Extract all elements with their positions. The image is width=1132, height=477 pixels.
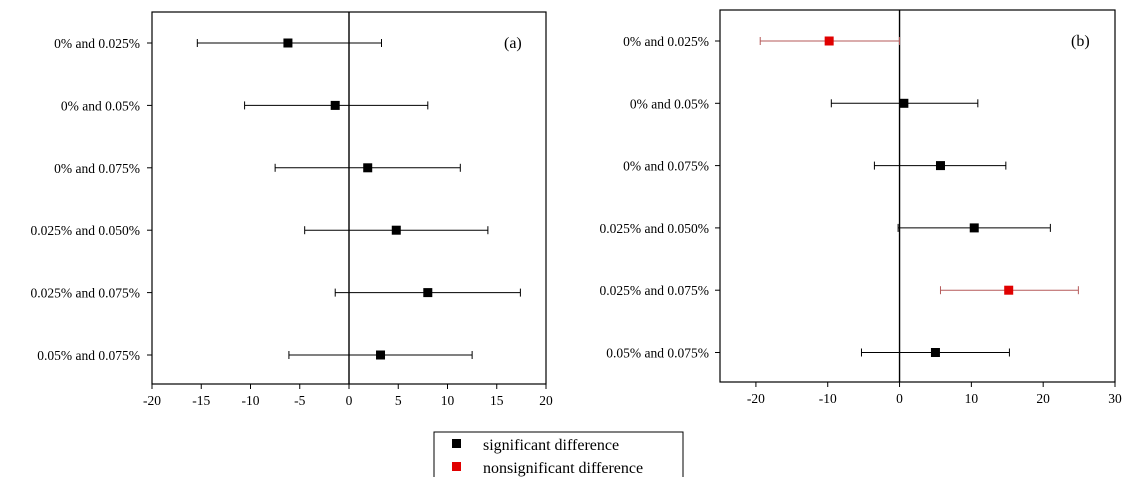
panel-a: -20 -15 -10 -5 0 5 10 15 20 (a) 0% and 0.025% 0% an… [31, 11, 553, 408]
category-label: 0.025% and 0.075% [31, 286, 140, 301]
category-label: 0.05% and 0.075% [37, 348, 140, 363]
legend-swatch-nonsignificant [452, 462, 461, 471]
x-tick-label: 10 [965, 391, 979, 406]
x-tick-label: 0 [896, 391, 903, 406]
panel-label: (a) [504, 35, 522, 52]
point-significant [376, 350, 386, 360]
legend-label-nonsignificant: nonsignificant difference [483, 460, 643, 477]
x-tick-label: -15 [192, 393, 210, 408]
panel-b: -20 -10 0 10 20 30 (b) 0% and 0.025% 0% and 0.05… [600, 9, 1122, 406]
point-significant [969, 223, 979, 233]
x-tick-label: 20 [1036, 391, 1050, 406]
category-label: 0.05% and 0.075% [606, 346, 709, 361]
point-nonsignificant [824, 36, 834, 46]
category-label: 0% and 0.05% [61, 98, 140, 113]
plot-frame [719, 9, 1116, 383]
x-tick-label: 5 [395, 393, 402, 408]
category-label: 0% and 0.075% [54, 161, 140, 176]
point-nonsignificant [1004, 285, 1014, 295]
x-tick-label: -10 [242, 393, 260, 408]
category-label: 0.025% and 0.050% [600, 221, 709, 236]
category-label: 0% and 0.025% [54, 36, 140, 51]
point-significant [283, 38, 293, 48]
point-significant [330, 100, 340, 110]
legend: significant difference nonsignificant di… [433, 431, 684, 477]
legend-frame [433, 431, 684, 477]
x-tick-label: -5 [294, 393, 305, 408]
point-significant [935, 161, 945, 171]
point-significant [363, 163, 373, 173]
x-tick-label: -10 [819, 391, 837, 406]
x-tick-label: 10 [441, 393, 455, 408]
legend-swatch-significant [452, 439, 461, 448]
category-label: 0% and 0.075% [623, 159, 709, 174]
x-tick-label: 15 [490, 393, 504, 408]
category-label: 0% and 0.05% [630, 96, 709, 111]
x-tick-label: 0 [346, 393, 353, 408]
x-tick-label: 20 [539, 393, 553, 408]
x-tick-label: 30 [1108, 391, 1122, 406]
point-significant [391, 225, 401, 235]
category-label: 0.025% and 0.050% [31, 223, 140, 238]
category-label: 0% and 0.025% [623, 34, 709, 49]
panel-label: (b) [1071, 33, 1090, 50]
x-tick-label: -20 [747, 391, 765, 406]
legend-label-significant: significant difference [483, 437, 619, 454]
point-significant [899, 98, 909, 108]
point-significant [930, 348, 940, 357]
x-tick-label: -20 [143, 393, 161, 408]
category-label: 0.025% and 0.075% [600, 283, 709, 298]
point-significant [423, 288, 433, 298]
